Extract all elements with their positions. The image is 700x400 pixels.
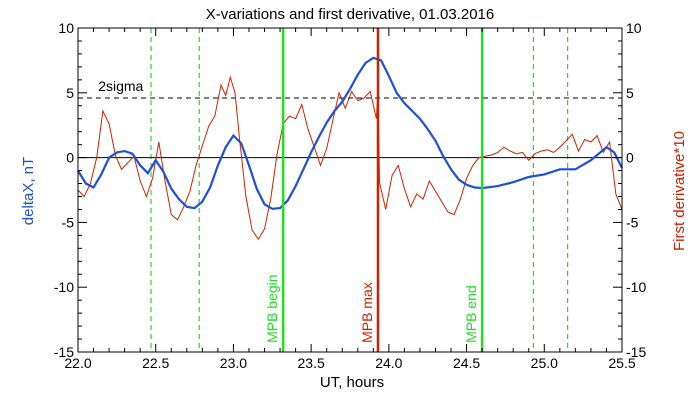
x-tick-label-0: 22.0 (64, 355, 91, 371)
y-tick-label-right-5: -15 (626, 344, 646, 360)
y-tick-label-left-2: 0 (66, 150, 74, 166)
y-axis-label-right: First derivative*10 (671, 131, 688, 251)
x-tick-label-2: 23.0 (220, 355, 247, 371)
labelled-marker-label-0: MPB begin (264, 274, 280, 342)
marker-layer: 2sigma (78, 28, 622, 352)
x-tick-label-6: 25.0 (531, 355, 558, 371)
labelled-marker-label-2: MPB end (463, 285, 479, 343)
x-tick-label-1: 22.5 (142, 355, 169, 371)
x-tick-label-5: 24.5 (453, 355, 480, 371)
x-axis-label: UT, hours (320, 374, 384, 391)
series-line-deltax (77, 56, 623, 210)
x-tick-label-3: 23.5 (298, 355, 325, 371)
y-tick-label-left-5: -15 (54, 344, 74, 360)
x-tick-label-7: 25.5 (608, 355, 635, 371)
y-tick-label-right-2: 0 (626, 150, 634, 166)
sigma-label: 2sigma (98, 78, 143, 94)
y-tick-label-left-0: 10 (58, 20, 74, 36)
chart-title: X-variations and first derivative, 01.03… (206, 6, 495, 23)
labelled-marker-label-1: MPB max (359, 282, 375, 343)
y-axis-label-left: deltaX, nT (20, 157, 37, 225)
series-line-derivative (77, 75, 623, 241)
y-tick-label-right-4: -10 (626, 279, 646, 295)
plot-frame (77, 27, 623, 353)
y-tick-label-left-1: 5 (66, 85, 74, 101)
series-layer: MPB begin MPB max MPB end (77, 28, 623, 352)
x-tick-label-4: 24.0 (375, 355, 402, 371)
y-tick-label-left-3: -5 (62, 214, 75, 230)
y-tick-label-right-0: 10 (626, 20, 642, 36)
y-tick-label-right-3: -5 (626, 214, 639, 230)
frame-layer: 22.0 22.5 23.0 23.5 24.0 24.5 25.0 25.5 10 10 5 5 0 0… (54, 20, 647, 371)
y-tick-label-left-4: -10 (54, 279, 74, 295)
y-tick-label-right-1: 5 (626, 85, 634, 101)
